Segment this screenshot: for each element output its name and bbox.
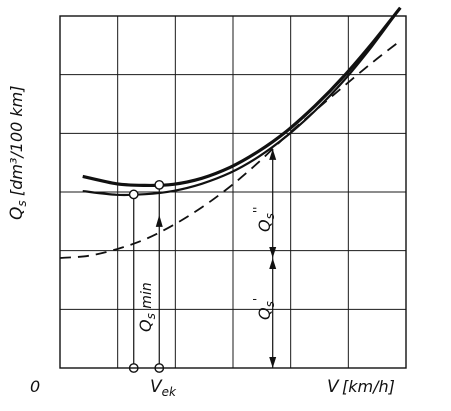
x-axis-unit: [km/h] [342, 377, 395, 396]
qs2-arrow-bottom [269, 247, 277, 258]
qs-min-label-group: Qs min [136, 282, 158, 332]
curves [59, 6, 402, 259]
vek-arrow [155, 214, 163, 227]
marker-qs-min-curve [128, 189, 139, 200]
qs2-arrow-top [269, 148, 277, 160]
origin-label: 0 [30, 377, 40, 396]
y-axis-subscript: s [15, 200, 29, 206]
marker-vek-curve [154, 179, 165, 190]
curve-upper [82, 6, 402, 188]
curve-dashed [59, 40, 401, 259]
y-axis-unit: [dm³/100 km] [7, 85, 26, 196]
x-axis-symbol: V [327, 377, 340, 397]
qs1-arrow-top [269, 258, 277, 269]
curve-middle [82, 7, 402, 197]
plot-frame [59, 15, 407, 369]
qs-prime-label-group: Qs' [251, 298, 277, 320]
qs-prime-label: Qs' [251, 298, 277, 320]
y-axis-symbol: Qs [7, 200, 29, 220]
grid [60, 16, 406, 368]
y-axis-label-group: Qs [dm³/100 km] [7, 85, 29, 220]
qs1-arrow-bottom [269, 357, 277, 368]
qs-min-label: Qs min [136, 282, 158, 332]
x-tick-vek: Vek [150, 377, 177, 399]
